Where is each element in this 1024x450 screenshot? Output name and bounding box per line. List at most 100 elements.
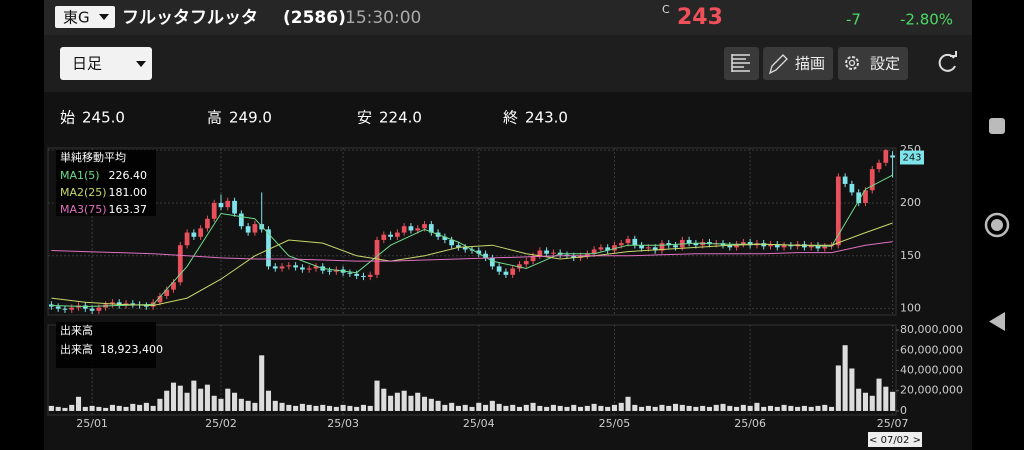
candle-body [808,245,814,248]
candle-body [449,239,455,246]
volume-bar [286,404,292,411]
candle-body [205,218,210,229]
candle-body [381,234,387,240]
candle-body [605,247,611,251]
refresh-icon[interactable] [938,53,956,72]
candle-body [591,249,597,254]
settings-button[interactable] [838,47,908,80]
volume-bar [537,405,543,411]
candle-body [367,274,373,277]
candle-body [82,305,88,309]
volume-bar [96,406,102,411]
candle-body [564,254,570,256]
volume-bar [177,385,183,411]
candle-body [456,245,461,248]
candle-body [503,271,509,275]
ohlc-label: 終 [503,109,518,127]
recent-apps[interactable] [989,118,1005,134]
volume-bar [808,406,814,411]
volume-bar [788,405,794,411]
volume-bar [706,406,712,411]
candle-body [279,266,285,269]
volume-bar [388,395,394,411]
volume-bar [428,398,434,411]
candle-body [225,200,231,208]
candle-body [496,266,502,272]
volume-bar [510,404,516,411]
volume-bar [713,404,719,411]
candle-body [238,213,244,227]
candle-body [863,190,868,203]
candle-body [686,239,692,244]
volume-bar [462,404,468,411]
candle-body [300,267,305,270]
volume-bar [232,392,238,411]
volume-bar [727,405,733,411]
y-tick-label: 150 [900,249,921,262]
volume-bar [883,386,889,411]
volume-bar [564,406,570,411]
volume-bar [835,365,841,411]
volume-bar [747,405,753,411]
volume-bar [652,406,658,411]
refresh-arrow [950,51,957,57]
volume-bar [666,405,672,411]
volume-bar [347,405,353,411]
volume-bar [89,405,95,411]
volume-bar [767,405,774,411]
home-ring[interactable] [984,212,1010,238]
candle-body [598,247,604,250]
volume-bar [137,404,143,411]
draw-button[interactable] [763,47,833,80]
candle-body [395,232,400,237]
candle-body [422,224,427,229]
volume-bar [157,398,163,411]
candle-body [673,245,678,248]
candle-body [401,226,407,233]
volume-bar [584,405,590,411]
candle-body [245,226,251,233]
volume-bar [645,405,651,411]
volume-bar [578,406,584,411]
candle-body [890,155,895,158]
volume-bar [801,405,807,411]
candle-body [191,232,197,237]
volume-bar [679,404,685,411]
x-tick-label: 25/03 [327,417,359,430]
back-button[interactable] [989,312,1005,331]
x-tick-label: 25/06 [734,417,766,430]
volume-bar [523,404,529,411]
period-selector[interactable] [60,47,152,80]
volume-bar [530,402,536,411]
volume-bar [550,404,556,411]
candle-body [361,275,366,277]
volume-bar [754,402,760,411]
ohlc-value: 249.0 [229,109,272,127]
x-tick-label: 25/05 [599,417,631,430]
legend-name: 出来高 [60,342,93,356]
gear-icon [845,56,859,70]
candle-body [618,243,624,246]
candle-body [415,228,421,231]
ma-line [51,222,893,307]
volume-bar [740,404,746,411]
cursor-date: < 07/02 > [869,435,921,446]
candle-body [374,239,380,275]
y-tick-label: 20,000,000 [900,384,963,397]
cursor-box[interactable] [868,432,922,447]
exchange-selector[interactable] [55,6,115,28]
candle-body [632,238,638,246]
volume-bar [822,404,828,411]
volume-bar [252,402,258,411]
volume-bar [211,395,217,411]
volume-bar [333,406,339,411]
ohlc-label: 始 [60,109,75,127]
volume-bar [618,402,624,411]
volume-bar [442,404,448,411]
ohlc-label: 安 [357,109,372,127]
ohlc-label: 224.0 [379,109,422,127]
volume-bar [571,404,577,411]
volume-bar [279,402,285,411]
volume-bar [82,406,88,411]
candle-body [266,229,271,267]
